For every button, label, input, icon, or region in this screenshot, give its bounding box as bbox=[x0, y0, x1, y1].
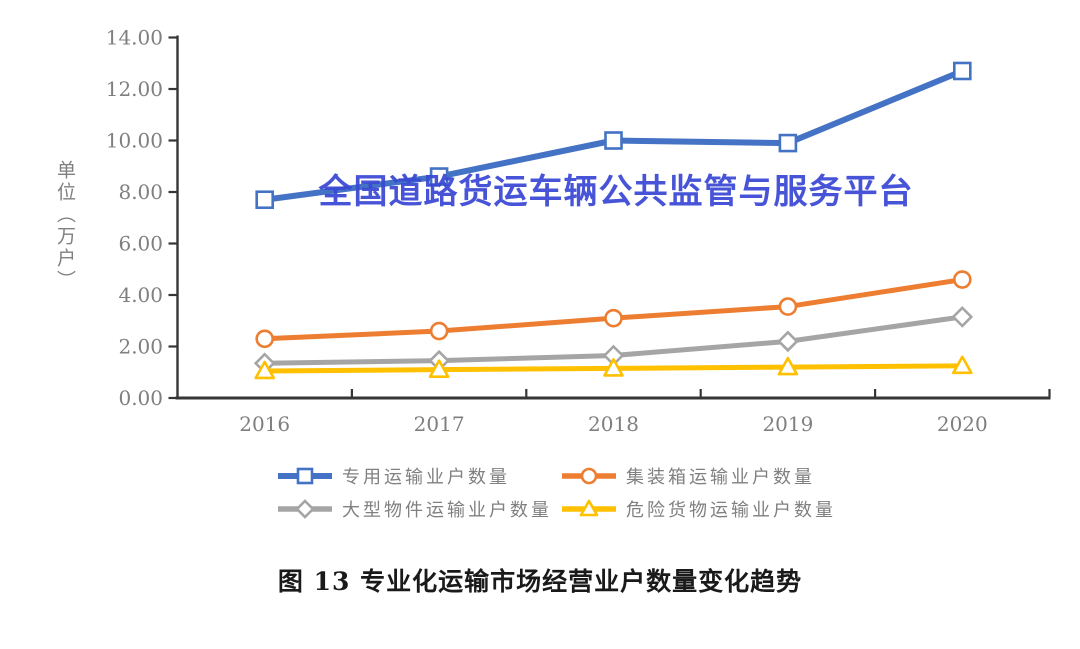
legend-label: 危险货物运输业户数量 bbox=[626, 500, 836, 521]
legend-item-3: 危险货物运输业户数量 bbox=[562, 493, 836, 525]
series-triangle bbox=[254, 355, 973, 380]
triangle-marker bbox=[603, 358, 624, 377]
legend-item-2: 大型物件运输业户数量 bbox=[278, 493, 562, 525]
y-tick-label: 12.00 bbox=[106, 77, 163, 101]
y-tick-label: 0.00 bbox=[118, 386, 163, 410]
triangle-marker bbox=[579, 499, 599, 517]
x-tick-label: 2020 bbox=[937, 412, 988, 436]
square-marker bbox=[296, 467, 314, 485]
legend-key-diamond bbox=[278, 499, 332, 519]
circle-marker bbox=[952, 270, 972, 289]
legend: 专用运输业户数量 集装箱运输业户数量大型物件运输业户数量 危险货物运输业户数量 bbox=[278, 460, 836, 525]
triangle-marker bbox=[777, 356, 799, 376]
legend-label: 集装箱运输业户数量 bbox=[626, 467, 815, 488]
legend-item-1: 集装箱运输业户数量 bbox=[562, 460, 836, 492]
x-tick-label: 2016 bbox=[239, 412, 290, 436]
circle-marker bbox=[778, 297, 798, 316]
series-circle bbox=[255, 270, 972, 349]
x-tick-label: 2019 bbox=[762, 412, 813, 436]
figure-caption: 图 13 专业化运输市场经营业户数量变化趋势 bbox=[277, 567, 803, 596]
legend-label: 专用运输业户数量 bbox=[342, 467, 510, 488]
x-tick-label: 2018 bbox=[588, 412, 639, 436]
y-tick-label: 2.00 bbox=[118, 335, 163, 359]
legend-label: 大型物件运输业户数量 bbox=[342, 500, 552, 521]
circle-marker bbox=[604, 308, 623, 328]
legend-key-circle bbox=[562, 467, 616, 485]
diamond-marker bbox=[951, 306, 974, 328]
triangle-marker bbox=[951, 355, 973, 375]
square-marker bbox=[952, 61, 972, 81]
diamond-marker bbox=[777, 330, 799, 353]
legend-key-triangle bbox=[562, 499, 616, 517]
circle-marker bbox=[255, 329, 275, 349]
y-tick-label: 10.00 bbox=[106, 129, 163, 153]
triangle-marker bbox=[428, 359, 450, 378]
legend-key-square bbox=[278, 467, 332, 485]
circle-marker bbox=[580, 467, 598, 485]
watermark-text: 全国道路货运车辆公共监管与服务平台 bbox=[318, 173, 914, 211]
square-marker bbox=[604, 131, 623, 150]
y-tick-label: 4.00 bbox=[118, 283, 163, 307]
y-tick-label: 14.00 bbox=[106, 26, 163, 50]
y-tick-label: 8.00 bbox=[118, 180, 163, 204]
x-tick-label: 2017 bbox=[414, 412, 465, 436]
square-marker bbox=[429, 167, 449, 186]
y-tick-label: 6.00 bbox=[118, 232, 163, 256]
triangle-marker bbox=[254, 360, 276, 380]
series-square bbox=[255, 61, 972, 210]
square-marker bbox=[255, 190, 275, 210]
y-axis-title: 单位（万户） bbox=[54, 160, 76, 292]
legend-item-0: 专用运输业户数量 bbox=[278, 460, 562, 492]
circle-marker bbox=[429, 321, 449, 341]
square-marker bbox=[778, 133, 798, 153]
diamond-marker bbox=[295, 499, 315, 519]
